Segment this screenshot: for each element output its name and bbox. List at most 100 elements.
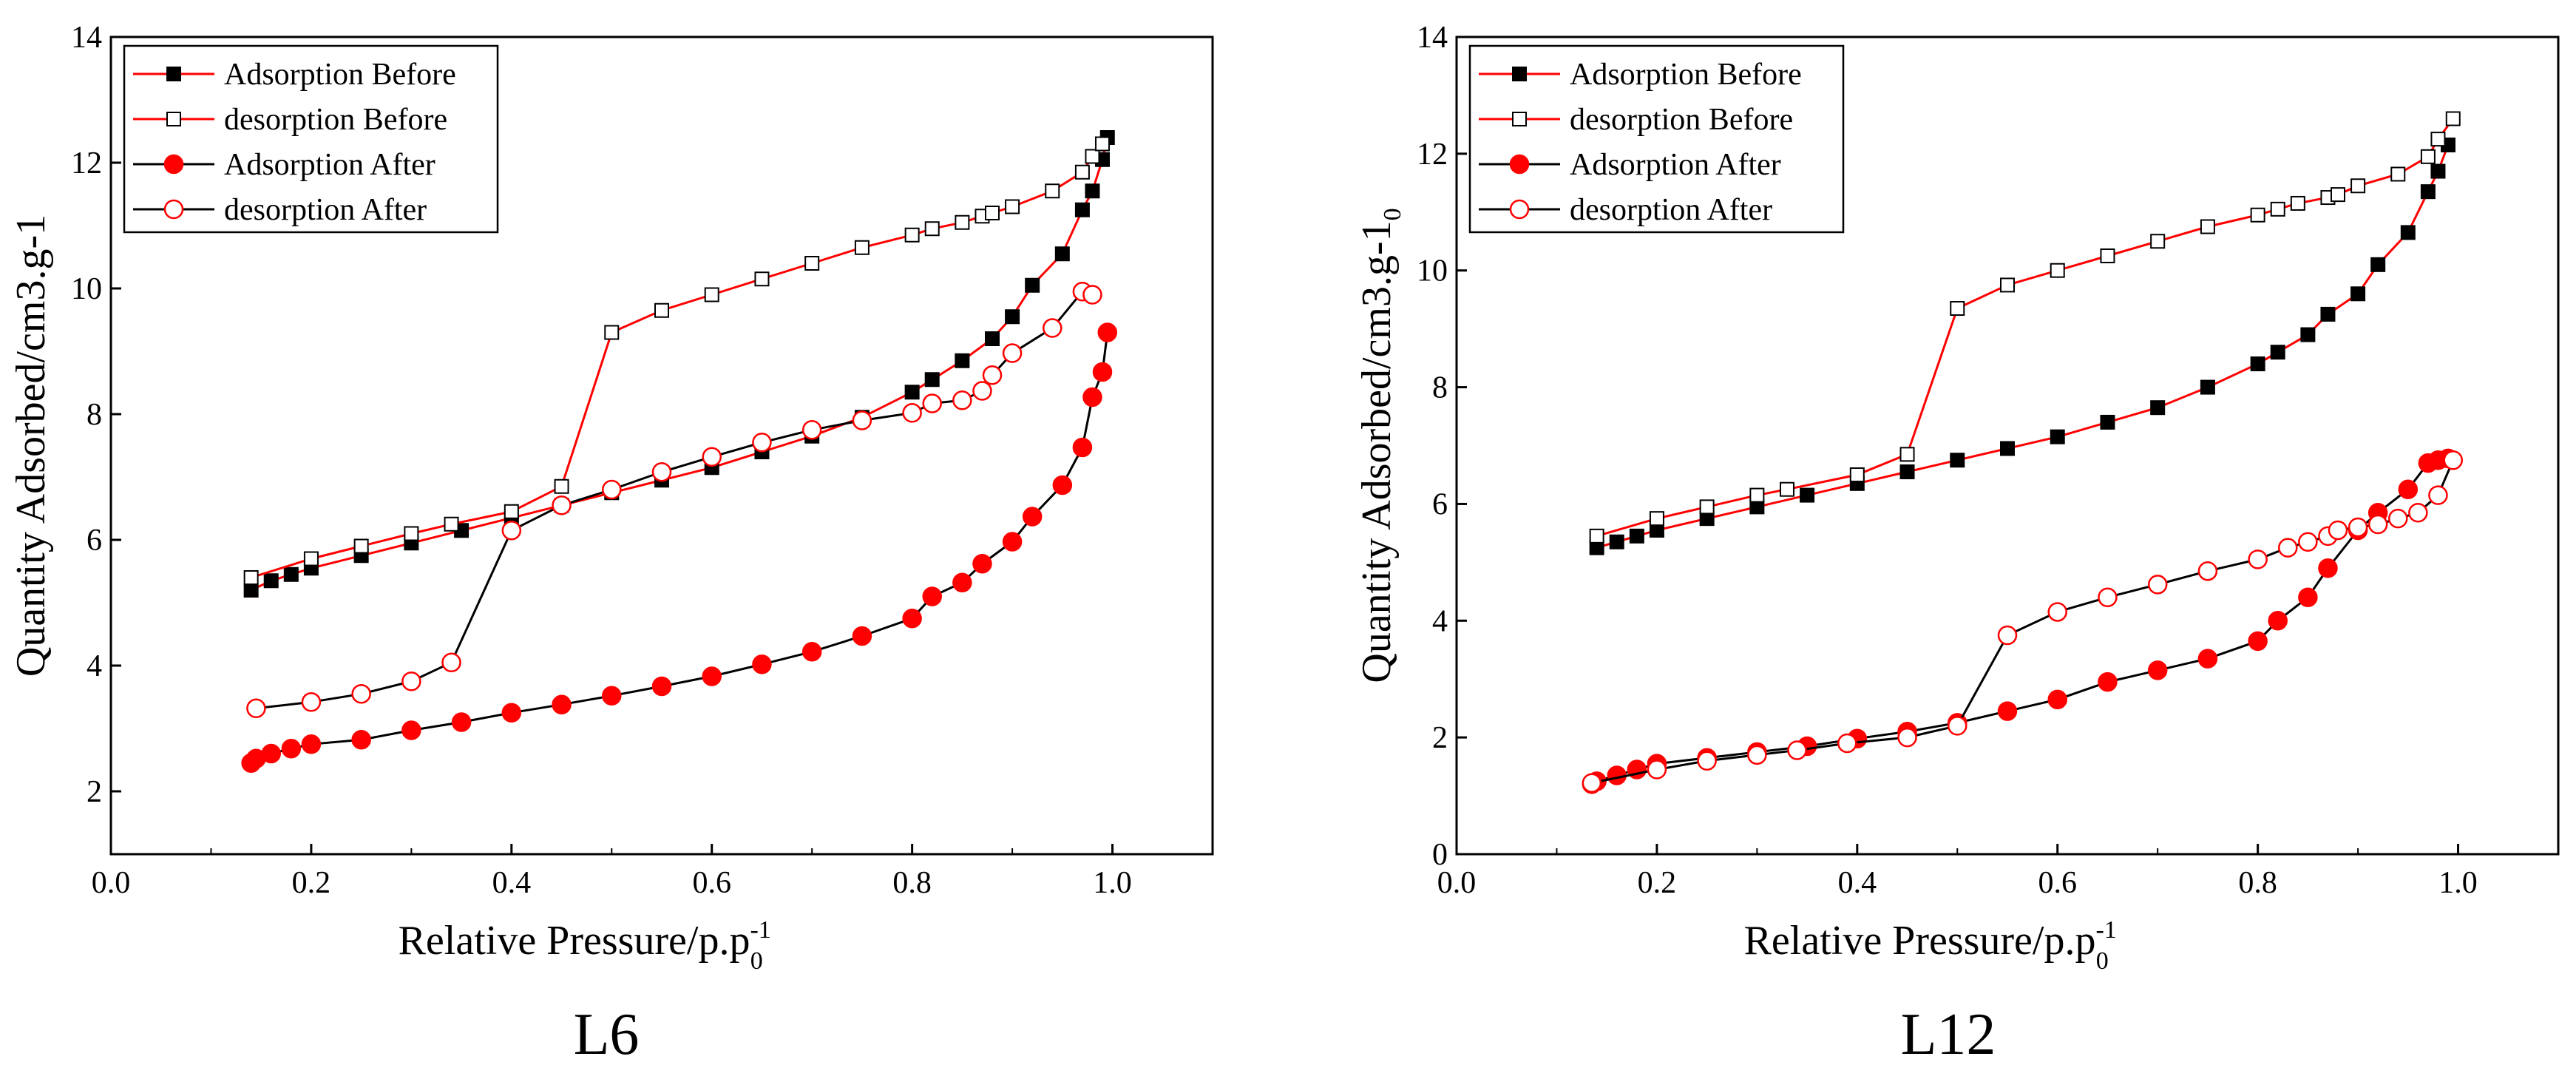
data-point xyxy=(1800,487,1815,503)
x-axis-label-sub: 0 xyxy=(2096,947,2109,975)
y-tick-label: 12 xyxy=(1417,138,1448,172)
data-point xyxy=(1589,528,1604,544)
data-point xyxy=(2398,479,2419,499)
series-line xyxy=(1591,459,2455,785)
y-axis-label-text: Quantity Adsorbed/cm3.g-1 xyxy=(1354,220,1400,683)
data-point xyxy=(982,365,1003,385)
data-point xyxy=(1697,751,1717,771)
data-point xyxy=(801,420,822,440)
data-point xyxy=(301,692,322,712)
y-tick-label: 6 xyxy=(87,524,102,558)
legend-box xyxy=(123,44,499,234)
data-point xyxy=(283,566,299,582)
data-point xyxy=(1005,309,1020,325)
data-point xyxy=(1948,716,1967,736)
data-point xyxy=(2100,248,2115,263)
data-point xyxy=(1005,199,1020,214)
data-point xyxy=(2200,219,2215,234)
data-point xyxy=(401,720,421,740)
data-point xyxy=(1950,453,1965,468)
data-point xyxy=(1997,701,2018,721)
x-tick-label: 0.2 xyxy=(292,866,331,900)
data-point xyxy=(1997,625,2018,646)
series-desorption-after xyxy=(1582,450,2464,793)
data-point xyxy=(243,570,259,585)
data-point xyxy=(2270,201,2285,217)
data-point xyxy=(922,393,942,413)
data-point xyxy=(1085,183,1100,199)
plot-frame xyxy=(109,35,1214,856)
data-point xyxy=(752,433,772,453)
data-point xyxy=(2390,166,2406,182)
data-point xyxy=(554,478,569,494)
y-tick-label: 2 xyxy=(87,775,102,809)
data-point xyxy=(2270,345,2285,360)
data-point xyxy=(444,516,459,532)
data-point xyxy=(1899,464,1915,480)
data-point xyxy=(1082,387,1102,407)
data-point xyxy=(1002,343,1023,363)
series-adsorption-after xyxy=(241,322,1118,773)
data-point xyxy=(604,325,620,340)
data-point xyxy=(401,672,421,691)
data-point xyxy=(754,271,770,287)
y-tick-label: 4 xyxy=(87,649,102,683)
data-point xyxy=(952,390,972,410)
x-tick-label: 1.0 xyxy=(1093,866,1132,900)
x-tick-label: 0.0 xyxy=(1437,866,1477,900)
data-point xyxy=(955,353,970,368)
legend-marker xyxy=(1512,112,1527,126)
data-point xyxy=(353,538,369,554)
data-point xyxy=(852,410,872,430)
data-point xyxy=(2047,689,2067,710)
data-point xyxy=(955,214,970,230)
legend-label: Adsorption After xyxy=(224,148,435,182)
data-point xyxy=(985,206,1000,220)
x-tick-label: 0.2 xyxy=(1638,866,1677,900)
data-point xyxy=(2278,538,2298,558)
legend-marker xyxy=(163,154,184,175)
data-point xyxy=(1045,183,1060,199)
data-point xyxy=(1780,481,1794,497)
data-point xyxy=(351,730,371,750)
data-point xyxy=(972,554,992,574)
data-point xyxy=(2200,379,2215,395)
y-tick-label: 14 xyxy=(1417,21,1448,55)
y-tick-label: 10 xyxy=(1417,254,1448,288)
data-point xyxy=(1582,773,1602,793)
data-point xyxy=(501,703,522,723)
data-point xyxy=(2318,558,2338,578)
data-point xyxy=(1074,202,1090,217)
legend-marker xyxy=(1509,154,1530,175)
data-point xyxy=(2000,441,2015,456)
legend-label: desorption After xyxy=(224,193,427,227)
data-point xyxy=(924,372,940,388)
data-point xyxy=(501,521,522,541)
data-point xyxy=(2367,514,2388,535)
data-point xyxy=(2248,631,2268,652)
data-point xyxy=(1837,733,1857,754)
data-point xyxy=(602,686,622,706)
data-point xyxy=(2370,257,2386,272)
x-tick-label: 0.6 xyxy=(2038,866,2077,900)
legend-marker xyxy=(166,67,181,81)
legend-label: desorption Before xyxy=(224,103,447,137)
data-point xyxy=(904,227,920,243)
data-point xyxy=(1787,740,1807,760)
data-point xyxy=(2000,277,2015,293)
data-point xyxy=(404,526,419,541)
x-tick-label: 0.8 xyxy=(892,866,932,900)
data-point xyxy=(1699,499,1715,515)
data-point xyxy=(1897,727,1917,748)
chart-panel-L12: 0.0 0.2 0.4 0.6 0.8 1.0 0 2 4 6 8 10 12 14 Relative Pr… xyxy=(1354,21,2560,1067)
data-point xyxy=(651,676,672,697)
data-point xyxy=(985,331,1000,346)
data-point xyxy=(1747,745,1767,765)
series-desorption-after xyxy=(246,282,1102,719)
data-point xyxy=(2388,508,2408,529)
data-point xyxy=(441,652,461,672)
y-tick-label: 2 xyxy=(1432,721,1448,755)
data-point xyxy=(1043,318,1062,338)
data-point xyxy=(2197,649,2218,669)
